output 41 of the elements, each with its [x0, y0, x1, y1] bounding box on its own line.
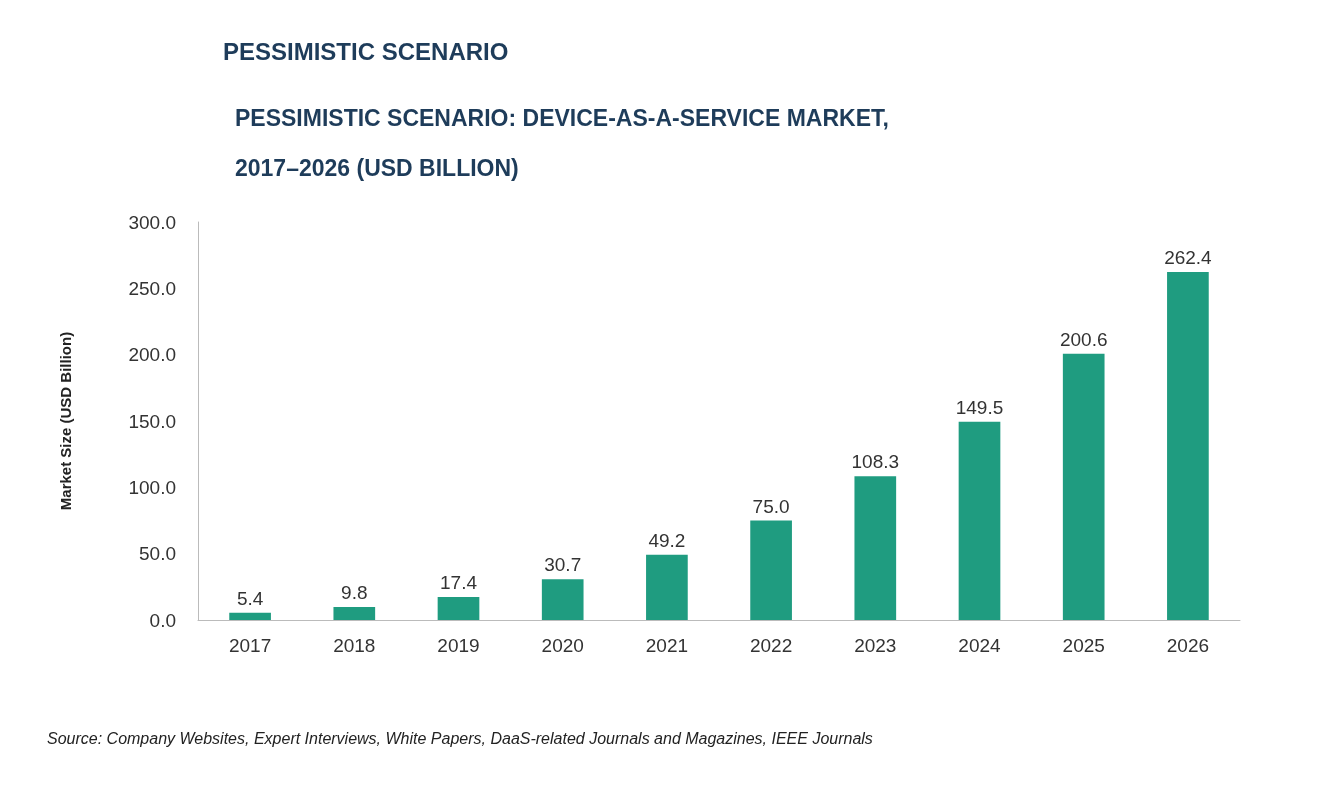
bar	[646, 554, 688, 620]
data-label: 5.4	[236, 587, 264, 609]
bar	[958, 421, 1001, 620]
data-label: 262.4	[1164, 246, 1213, 268]
y-tick-label: 250.0	[128, 277, 176, 299]
bar	[854, 476, 897, 620]
bar	[333, 607, 376, 620]
data-label: 200.6	[1059, 328, 1108, 350]
data-label: 17.4	[440, 571, 478, 593]
x-tick-label: 2026	[1166, 635, 1210, 656]
y-tick-label: 150.0	[128, 410, 176, 432]
x-tick-label: 2019	[437, 635, 480, 656]
x-tick-label: 2023	[854, 635, 897, 656]
y-tick-label: 300.0	[128, 211, 176, 233]
y-tick-label: 100.0	[128, 476, 176, 498]
y-axis-title: Market Size (USD Billion)	[57, 331, 74, 511]
x-tick-label: 2018	[333, 635, 376, 656]
data-label: 9.8	[341, 582, 368, 603]
chart-subtitle: PESSIMISTIC SCENARIO: DEVICE-AS-A-SERVICE MARKET, 2017–2026 (USD BILLION)	[235, 105, 896, 181]
bar	[229, 612, 271, 620]
data-label: 30.7	[544, 554, 582, 576]
data-label: 75.0	[752, 495, 790, 517]
bar	[1167, 271, 1209, 620]
data-label: 149.5	[955, 396, 1004, 418]
y-tick-label: 200.0	[128, 344, 176, 366]
y-tick-label: 0.0	[149, 609, 176, 631]
bar	[1062, 353, 1105, 620]
y-tick-label: 50.0	[139, 543, 176, 565]
x-tick-label: 2020	[541, 635, 584, 656]
data-label: 49.2	[648, 529, 686, 551]
chart-title: PESSIMISTIC SCENARIO	[223, 37, 509, 65]
source-note: Source: Company Websites, Expert Interviews, White Papers, DaaS-related Journals and Magazines, IEEE Journals	[47, 729, 873, 747]
x-tick-label: 2021	[645, 635, 689, 656]
x-tick-label: 2025	[1062, 635, 1105, 656]
bar	[437, 596, 480, 620]
x-tick-label: 2017	[228, 635, 272, 656]
bar	[541, 579, 584, 620]
data-label: 108.3	[851, 451, 900, 473]
x-tick-label: 2024	[958, 635, 1002, 656]
bar	[750, 520, 792, 620]
x-tick-label: 2022	[749, 635, 793, 656]
